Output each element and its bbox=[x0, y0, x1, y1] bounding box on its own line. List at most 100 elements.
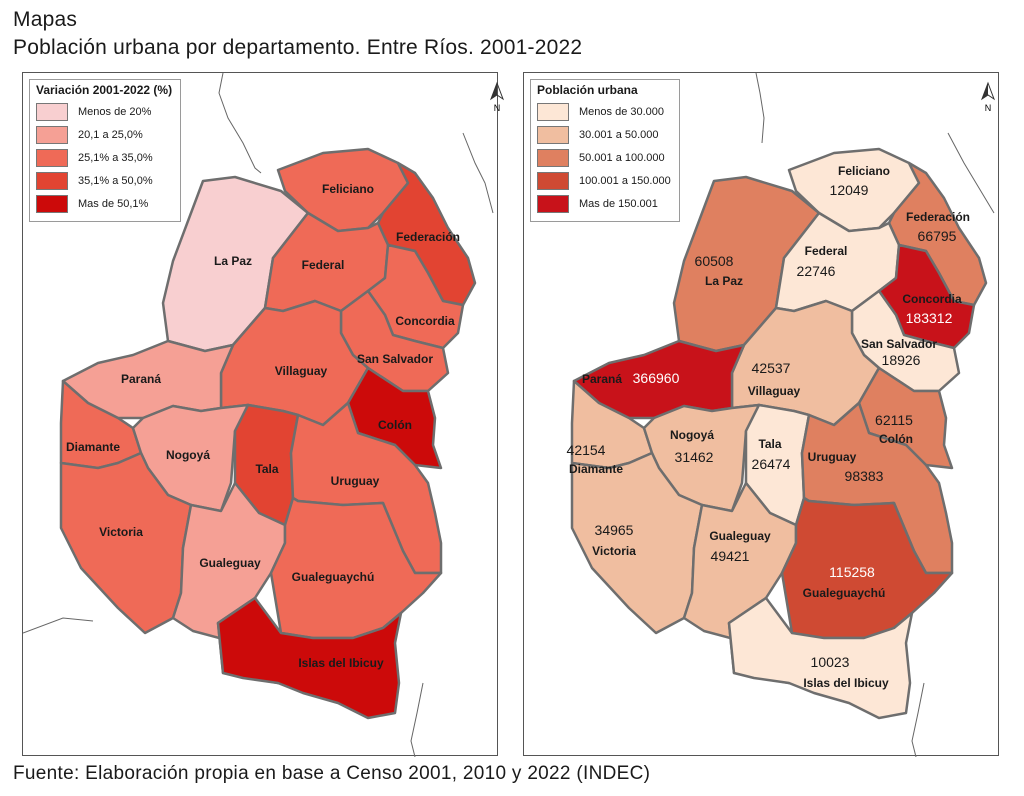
population-value: 42537 bbox=[752, 360, 791, 376]
legend-item: 50.001 a 100.000 bbox=[537, 146, 671, 169]
department-shapes bbox=[59, 147, 477, 720]
map-background-lines bbox=[23, 73, 494, 757]
department-label: Feliciano bbox=[322, 182, 374, 196]
legend-label: Menos de 20% bbox=[78, 105, 152, 118]
legend-swatch bbox=[537, 194, 569, 213]
department-islas-del-ibicuy bbox=[727, 596, 914, 720]
department-label: Gualeguay bbox=[199, 556, 261, 570]
legend-swatch bbox=[537, 171, 569, 190]
department-label: Federación bbox=[396, 230, 460, 244]
department-label: Nogoyá bbox=[670, 428, 714, 442]
legend-swatch bbox=[36, 148, 68, 167]
north-arrow-icon: N bbox=[487, 81, 507, 113]
legend-item: 35,1% a 50,0% bbox=[36, 169, 172, 192]
population-value: 31462 bbox=[675, 449, 714, 465]
legend-item: 25,1% a 35,0% bbox=[36, 146, 172, 169]
department-label: Concordia bbox=[902, 292, 962, 306]
legend-label: 25,1% a 35,0% bbox=[78, 151, 153, 164]
department-labels: Feliciano Federación La Paz Federal Concordi… bbox=[66, 182, 460, 670]
department-label: Victoria bbox=[99, 525, 143, 539]
department-paraná bbox=[61, 339, 235, 420]
population-map-panel: Feliciano 12049 Federación 66795 La Paz 60508… bbox=[523, 72, 999, 757]
population-value: 34965 bbox=[595, 522, 634, 538]
legend-label: 35,1% a 50,0% bbox=[78, 174, 153, 187]
department-label: Uruguay bbox=[808, 450, 857, 464]
population-value: 115258 bbox=[829, 564, 875, 580]
department-label: Victoria bbox=[592, 544, 636, 558]
department-label: Paraná bbox=[582, 372, 622, 386]
population-legend: Población urbana Menos de 30.000 30.001 … bbox=[530, 79, 680, 222]
population-value: 98383 bbox=[845, 468, 884, 484]
legend-item: Mas de 50,1% bbox=[36, 192, 172, 215]
department-label: Tala bbox=[255, 462, 278, 476]
legend-label: 50.001 a 100.000 bbox=[579, 151, 665, 164]
department-shapes bbox=[570, 147, 988, 720]
legend-title: Población urbana bbox=[537, 83, 638, 97]
population-value: 60508 bbox=[695, 253, 734, 269]
department-label: Colón bbox=[378, 418, 412, 432]
department-label: Federal bbox=[302, 258, 345, 272]
department-label: Tala bbox=[758, 437, 781, 451]
department-label: San Salvador bbox=[861, 337, 937, 351]
department-label: Uruguay bbox=[331, 474, 380, 488]
department-label: Federal bbox=[805, 244, 848, 258]
legend-swatch bbox=[36, 102, 68, 121]
legend-item: Menos de 20% bbox=[36, 100, 172, 123]
source-note: Fuente: Elaboración propia en base a Cen… bbox=[13, 763, 651, 784]
legend-label: 30.001 a 50.000 bbox=[579, 128, 659, 141]
legend-title: Variación 2001-2022 (%) bbox=[36, 83, 173, 97]
population-value: 42154 bbox=[567, 442, 606, 458]
population-value: 183312 bbox=[906, 310, 953, 326]
department-label: Nogoyá bbox=[166, 448, 210, 462]
department-label: Federación bbox=[906, 210, 970, 224]
department-label: Diamante bbox=[569, 462, 623, 476]
variation-map-panel: Feliciano Federación La Paz Federal Concordi… bbox=[22, 72, 505, 757]
department-label: Villaguay bbox=[275, 364, 328, 378]
legend-swatch bbox=[36, 194, 68, 213]
legend-item: 20,1 a 25,0% bbox=[36, 123, 172, 146]
legend-item: 100.001 a 150.000 bbox=[537, 169, 671, 192]
department-label: Colón bbox=[879, 432, 913, 446]
department-labels: Feliciano 12049 Federación 66795 La Paz 60508… bbox=[567, 164, 970, 690]
legend-swatch bbox=[36, 171, 68, 190]
legend-swatch bbox=[537, 148, 569, 167]
map-background-lines bbox=[755, 73, 995, 757]
department-label: La Paz bbox=[214, 254, 252, 268]
department-label: Concordia bbox=[395, 314, 455, 328]
department-gualeguaychú bbox=[780, 496, 954, 640]
legend-label: 20,1 a 25,0% bbox=[78, 128, 143, 141]
variation-map: Feliciano Federación La Paz Federal Concordi… bbox=[23, 73, 494, 757]
department-islas-del-ibicuy bbox=[216, 596, 403, 720]
legend-item: Mas de 150.001 bbox=[537, 192, 671, 215]
department-label: Feliciano bbox=[838, 164, 890, 178]
north-label: N bbox=[985, 103, 992, 113]
department-label: La Paz bbox=[705, 274, 743, 288]
population-value: 49421 bbox=[711, 548, 750, 564]
department-gualeguaychú bbox=[269, 496, 443, 640]
legend-label: 100.001 a 150.000 bbox=[579, 174, 671, 187]
north-label: N bbox=[494, 103, 501, 113]
department-label: San Salvador bbox=[357, 352, 433, 366]
department-label: Diamante bbox=[66, 440, 120, 454]
department-paraná bbox=[572, 339, 746, 420]
population-value: 18926 bbox=[882, 352, 921, 368]
department-label: Islas del Ibicuy bbox=[803, 676, 889, 690]
legend-swatch bbox=[537, 102, 569, 121]
legend-item: 30.001 a 50.000 bbox=[537, 123, 671, 146]
department-label: Villaguay bbox=[748, 384, 801, 398]
department-label: Gualeguay bbox=[709, 529, 771, 543]
department-label: Islas del Ibicuy bbox=[298, 656, 384, 670]
population-value: 22746 bbox=[797, 263, 836, 279]
legend-label: Mas de 150.001 bbox=[579, 197, 658, 210]
legend-label: Mas de 50,1% bbox=[78, 197, 149, 210]
legend-swatch bbox=[537, 125, 569, 144]
north-arrow-icon: N bbox=[978, 81, 998, 113]
legend-label: Menos de 30.000 bbox=[579, 105, 665, 118]
legend-item: Menos de 30.000 bbox=[537, 100, 671, 123]
population-value: 62115 bbox=[875, 412, 913, 428]
population-map: Feliciano 12049 Federación 66795 La Paz 60508… bbox=[567, 73, 995, 757]
population-value: 10023 bbox=[811, 654, 850, 670]
page-title: Población urbana por departamento. Entre… bbox=[13, 36, 583, 59]
variation-legend: Variación 2001-2022 (%) Menos de 20% 20,… bbox=[29, 79, 182, 222]
section-title: Mapas bbox=[13, 8, 78, 31]
